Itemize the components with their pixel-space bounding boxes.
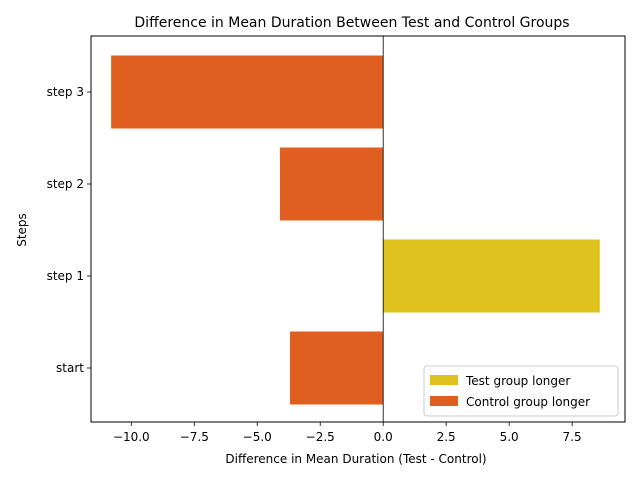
bar-start (289, 331, 384, 405)
x-tick-label: −10.0 (113, 430, 150, 444)
chart-title: Difference in Mean Duration Between Test… (134, 15, 569, 31)
x-tick-label: 5.0 (500, 430, 519, 444)
y-tick-label: start (56, 361, 84, 375)
bar-step-2 (279, 147, 384, 221)
legend-label: Control group longer (466, 395, 590, 409)
y-tick-label: step 3 (47, 85, 84, 99)
x-axis-label: Difference in Mean Duration (Test - Cont… (225, 452, 486, 466)
y-tick-label: step 2 (47, 177, 84, 191)
x-axis-ticks: −10.0 −7.5 −5.0 −2.5 0.0 2.5 5.0 7.5 (113, 422, 582, 444)
x-tick-label: −2.5 (306, 430, 335, 444)
x-tick-label: 2.5 (437, 430, 456, 444)
y-axis-label: Steps (15, 213, 29, 247)
y-tick-label: step 1 (47, 269, 84, 283)
legend: Test group longer Control group longer (423, 365, 619, 417)
bars-group (111, 55, 600, 405)
x-tick-label: −5.0 (243, 430, 272, 444)
legend-swatch (430, 396, 458, 406)
x-tick-label: 7.5 (563, 430, 582, 444)
legend-frame (423, 365, 619, 417)
legend-swatch (430, 375, 458, 385)
legend-label: Test group longer (465, 374, 570, 388)
bar-step-1 (383, 239, 600, 313)
plot-frame (90, 35, 626, 423)
bar-step-3 (111, 55, 384, 129)
x-tick-label: −7.5 (180, 430, 209, 444)
x-tick-label: 0.0 (374, 430, 393, 444)
y-axis-ticks: start step 1 step 2 step 3 (47, 85, 91, 375)
